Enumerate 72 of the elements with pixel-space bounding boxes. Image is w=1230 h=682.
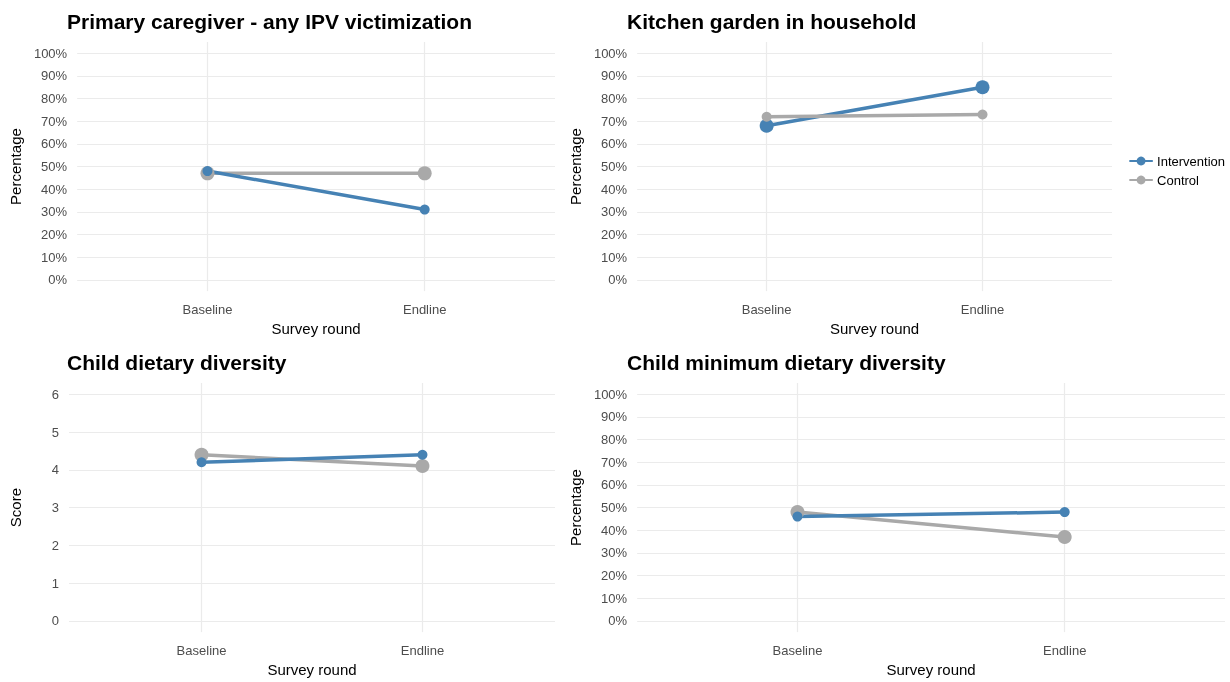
x-tick-label: Baseline — [741, 302, 792, 318]
y-tick-label: 10% — [601, 249, 628, 265]
y-tick-label: 2 — [51, 537, 59, 553]
point — [977, 109, 988, 120]
y-tick-label: 10% — [41, 249, 68, 265]
y-tick-label: 60% — [41, 136, 68, 152]
y-tick-label: 30% — [41, 204, 68, 220]
y-tick-label: 30% — [601, 204, 628, 220]
y-tick-label: 0% — [608, 613, 628, 629]
chart-title: Child dietary diversity — [67, 351, 287, 374]
y-tick-label: 0% — [48, 272, 68, 288]
point — [419, 204, 430, 215]
y-tick-label: 20% — [601, 226, 628, 242]
point — [202, 166, 213, 177]
x-axis-title: Survey round — [829, 320, 920, 337]
y-tick-label: 100% — [593, 386, 628, 402]
y-tick-label: 50% — [601, 500, 628, 516]
x-axis-title: Survey round — [271, 320, 361, 337]
x-tick-label: Endline — [1042, 643, 1087, 659]
x-tick-label: Endline — [400, 643, 445, 659]
y-tick-label: 70% — [601, 113, 628, 129]
y-tick-label: 100% — [33, 45, 68, 61]
y-tick-label: 80% — [41, 91, 68, 107]
x-axis-title: Survey round — [886, 661, 976, 678]
chart-title: Primary caregiver - any IPV victimization — [67, 10, 473, 33]
y-tick-label: 70% — [601, 454, 628, 470]
y-tick-label: 20% — [41, 226, 68, 242]
point — [759, 118, 774, 133]
y-tick-label: 10% — [601, 590, 628, 606]
y-tick-label: 50% — [601, 159, 628, 175]
y-tick-label: 80% — [601, 432, 628, 448]
y-tick-label: 100% — [593, 45, 628, 61]
y-axis-title: Percentage — [567, 469, 584, 546]
y-tick-label: 60% — [601, 477, 628, 493]
y-axis-title: Percentage — [567, 128, 584, 205]
x-tick-label: Baseline — [176, 643, 227, 659]
point — [1057, 529, 1072, 544]
x-tick-label: Endline — [960, 302, 1005, 318]
y-axis-title: Percentage — [7, 128, 24, 205]
y-tick-label: 5 — [51, 424, 59, 440]
y-tick-label: 0 — [51, 613, 59, 629]
y-tick-label: 4 — [51, 462, 59, 478]
y-tick-label: 1 — [51, 575, 59, 591]
y-tick-label: 20% — [601, 567, 628, 583]
y-tick-label: 40% — [601, 522, 628, 538]
y-tick-label: 90% — [41, 68, 68, 84]
y-tick-label: 90% — [601, 409, 628, 425]
x-tick-label: Endline — [402, 302, 447, 318]
y-axis-title: Score — [7, 487, 24, 528]
chart-title: Child minimum dietary diversity — [627, 351, 946, 374]
y-tick-label: 60% — [601, 136, 628, 152]
y-tick-label: 40% — [601, 181, 628, 197]
y-tick-label: 40% — [41, 181, 68, 197]
legend-label: Intervention — [1157, 153, 1225, 169]
point — [417, 166, 432, 181]
y-tick-label: 30% — [601, 545, 628, 561]
y-tick-label: 6 — [51, 386, 59, 402]
y-tick-label: 90% — [601, 68, 628, 84]
x-axis-title: Survey round — [267, 661, 357, 678]
y-tick-label: 50% — [41, 159, 68, 175]
y-tick-label: 70% — [41, 113, 68, 129]
chart-title: Kitchen garden in household — [627, 10, 917, 33]
x-tick-label: Baseline — [772, 643, 823, 659]
point — [761, 111, 772, 122]
point — [975, 80, 990, 95]
y-tick-label: 3 — [51, 500, 59, 516]
y-tick-label: 80% — [601, 91, 628, 107]
point — [1059, 507, 1070, 518]
point — [792, 511, 803, 522]
y-tick-label: 0% — [608, 272, 628, 288]
legend-label: Control — [1157, 172, 1200, 188]
x-tick-label: Baseline — [182, 302, 233, 318]
